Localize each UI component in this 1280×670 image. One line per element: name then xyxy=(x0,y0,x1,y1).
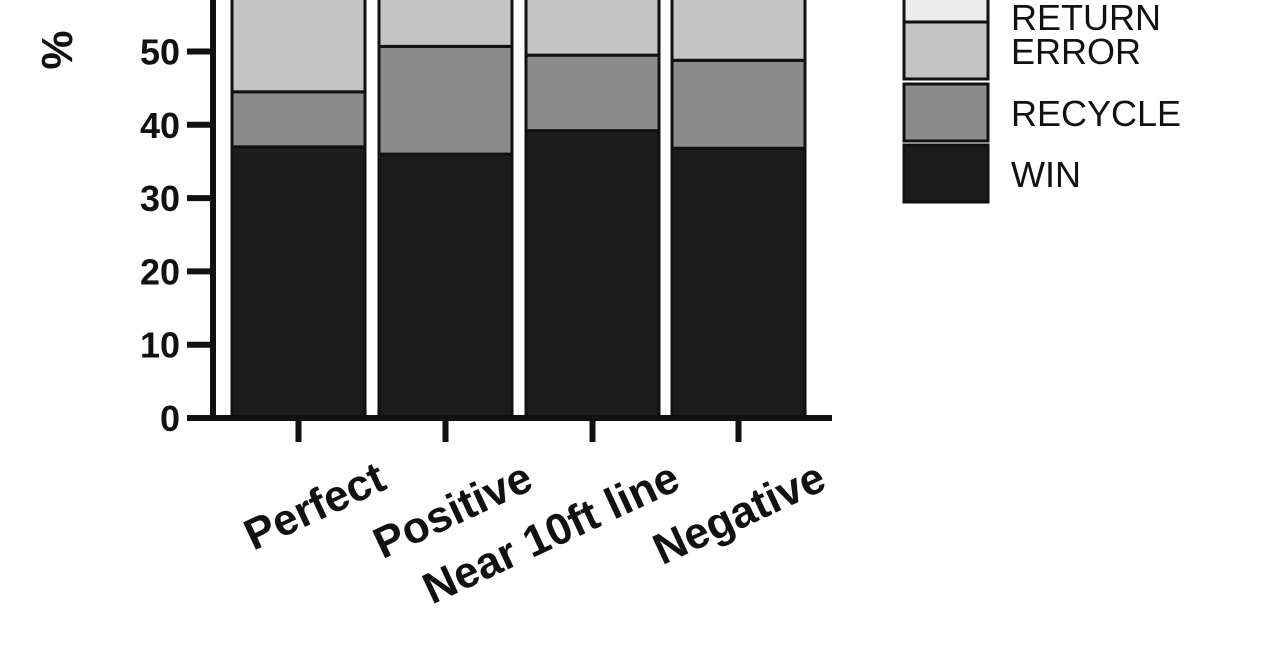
y-tick-label-10: 10 xyxy=(140,325,180,366)
legend-label-error: ERROR xyxy=(1011,31,1141,72)
bars-group xyxy=(230,0,807,420)
y-tick-label-30: 30 xyxy=(140,178,180,219)
axes-group xyxy=(187,0,832,442)
y-tick-label-0: 0 xyxy=(160,398,180,439)
bar-segment-error-4 xyxy=(670,0,807,62)
legend-label-recycle: RECYCLE xyxy=(1011,93,1181,134)
legend-label-win: WIN xyxy=(1011,154,1081,195)
bar-segment-win-1 xyxy=(230,145,367,420)
legend-swatch-recycle xyxy=(902,82,990,143)
bar-segment-win-2 xyxy=(377,152,514,420)
legend-swatch-error xyxy=(902,20,990,81)
bar-segment-error-3 xyxy=(524,0,661,57)
y-tick-label-40: 40 xyxy=(140,105,180,146)
y-tick-label-20: 20 xyxy=(140,251,180,292)
bar-segment-recycle-3 xyxy=(524,53,661,133)
legend-swatch-win xyxy=(902,143,990,204)
y-tick-label-50: 50 xyxy=(140,32,180,73)
bar-segment-error-2 xyxy=(377,0,514,48)
bar-segment-error-1 xyxy=(230,0,367,94)
bar-segment-recycle-1 xyxy=(230,90,367,149)
y-axis-title: % xyxy=(33,30,82,69)
bar-segment-win-3 xyxy=(524,129,661,420)
bar-segment-win-4 xyxy=(670,146,807,420)
legend-label-return: RETURN xyxy=(1011,0,1161,38)
bar-segment-recycle-2 xyxy=(377,44,514,156)
x-tick-label-1: Perfect xyxy=(237,453,393,561)
bar-segment-recycle-4 xyxy=(670,58,807,150)
